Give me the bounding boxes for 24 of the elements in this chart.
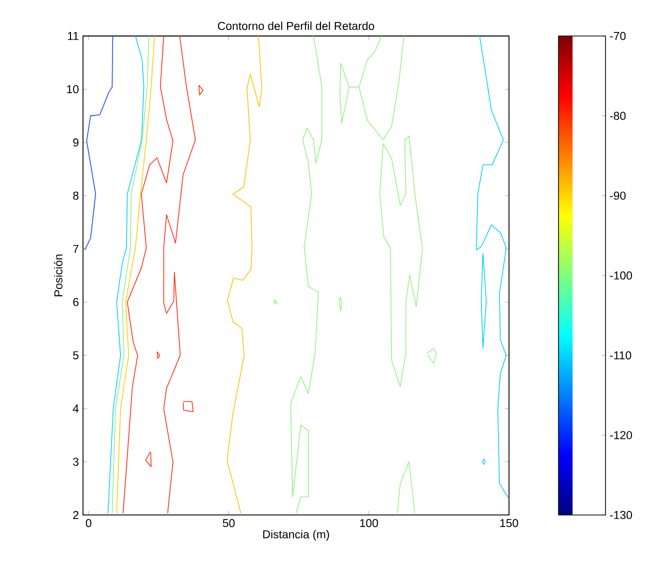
x-tick-label: 100 [360, 519, 378, 528]
color-bar-label: -100 [610, 271, 632, 280]
y-tick-label: 2 [73, 510, 78, 519]
x-tick-label: 0 [86, 519, 92, 528]
y-tick-label: 7 [73, 244, 78, 253]
color-bar-label: -80 [610, 112, 626, 120]
y-tick-label: 11 [68, 32, 78, 40]
color-bar-label: -130 [610, 510, 632, 520]
y-axis-title: Posición [54, 254, 62, 296]
y-tick-label: 10 [67, 85, 79, 94]
color-bar-label: -120 [610, 431, 632, 440]
x-tick-label: 150 [500, 519, 518, 528]
color-bar-label: -70 [610, 32, 626, 40]
x-axis-title: Distancia (m) [263, 530, 330, 541]
y-tick-label: 5 [73, 351, 79, 360]
y-tick-label: 3 [73, 458, 78, 466]
color-bar-label: -110 [610, 351, 632, 360]
y-tick-label: 6 [73, 298, 78, 306]
y-tick-label: 9 [73, 138, 78, 146]
x-tick-label: 50 [222, 519, 235, 528]
color-bar-label: -90 [610, 192, 626, 200]
y-tick-label: 4 [72, 404, 79, 412]
chart-title: Contorno del Perfil del Retardo [218, 22, 374, 30]
y-tick-label: 8 [73, 192, 78, 200]
